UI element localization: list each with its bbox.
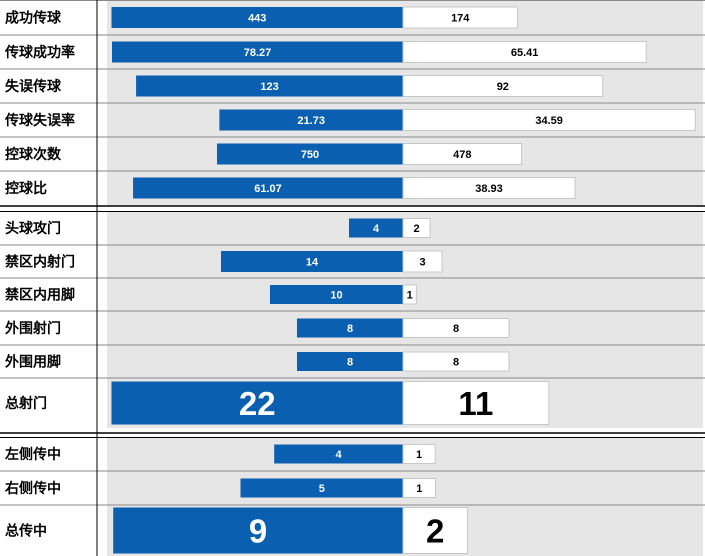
away-bar [402,6,518,29]
away-value-label: 2 [426,512,444,549]
row-label: 头球攻门 [5,220,61,237]
row-label: 总传中 [5,523,47,540]
away-value-label: 92 [497,81,509,93]
home-value-label: 4 [336,449,343,461]
row-label: 控球比 [5,180,47,197]
away-bar [402,478,436,498]
away-bar [402,75,604,97]
home-value-label: 78.27 [244,47,272,59]
home-bar [297,318,403,338]
home-value-label: 8 [347,323,353,335]
home-bar [136,75,403,97]
row-label: 左侧传中 [4,446,61,463]
away-value-label: 1 [416,449,422,461]
home-value-label: 123 [260,81,278,93]
home-bar [297,352,403,371]
home-bar [240,478,403,498]
away-bar [402,109,696,131]
home-bar [111,7,404,28]
home-bar [219,109,403,131]
away-bar [402,41,647,63]
stats-section-1: 成功传球 443 174 传球成功率 78.27 65.41 失误传球 123 92 传球失误率 2… [0,0,705,205]
stats-section-2: 头球攻门 4 2 禁区内射门 14 3 禁区内用脚 10 1 外围射门 8 8 外围用脚 8 8 总射门 22 1… [0,211,705,428]
row-label: 右侧传中 [4,480,61,497]
home-value-label: 10 [330,289,342,301]
home-bar [270,285,403,304]
row-label: 外围射门 [5,320,61,337]
home-value-label: 443 [248,12,266,24]
away-bar [402,507,468,554]
row-label: 总射门 [5,395,47,412]
away-value-label: 11 [458,385,493,422]
away-value-label: 174 [451,12,470,24]
away-bar [402,318,510,338]
home-bar [133,177,403,199]
away-bar [402,218,431,238]
home-value-label: 5 [319,483,325,495]
home-value-label: 61.07 [254,183,282,195]
away-value-label: 8 [453,356,459,368]
home-value-label: 21.73 [297,115,325,127]
home-value-label: 22 [239,385,276,422]
home-value-label: 4 [373,223,380,235]
home-value-label: 8 [347,356,353,368]
away-value-label: 8 [453,323,459,335]
away-bar [402,177,576,199]
row-label: 禁区内射门 [5,254,75,271]
away-bar [402,143,523,165]
stats-section-3: 左侧传中 4 1 右侧传中 5 1 总传中 9 2 [0,437,705,556]
away-bar [402,381,550,425]
away-value-label: 38.93 [475,183,503,195]
row-label: 禁区内用脚 [5,287,75,304]
row-label: 传球失误率 [4,112,75,129]
home-bar [217,143,403,165]
away-bar [402,351,510,372]
home-value-label: 750 [301,149,319,161]
home-bar [111,41,404,63]
home-bar [111,381,403,425]
away-value-label: 2 [413,223,419,235]
away-value-label: 65.41 [511,47,539,59]
away-value-label: 34.59 [535,115,563,127]
away-value-label: 1 [407,289,413,301]
home-bar [221,251,403,272]
away-bar [402,284,417,305]
row-label: 控球次数 [5,146,62,163]
away-bar [402,250,443,273]
home-bar [349,218,403,238]
row-label: 外围用脚 [5,354,61,371]
away-value-label: 1 [416,483,422,495]
away-bar [402,444,436,464]
row-label: 成功传球 [5,10,62,27]
home-bar [274,444,403,464]
home-value-label: 9 [249,512,267,549]
home-bar [113,507,403,554]
away-value-label: 478 [453,149,471,161]
home-value-label: 14 [306,256,319,268]
away-value-label: 3 [419,256,425,268]
row-label: 传球成功率 [4,44,75,61]
row-label: 失误传球 [5,78,62,95]
